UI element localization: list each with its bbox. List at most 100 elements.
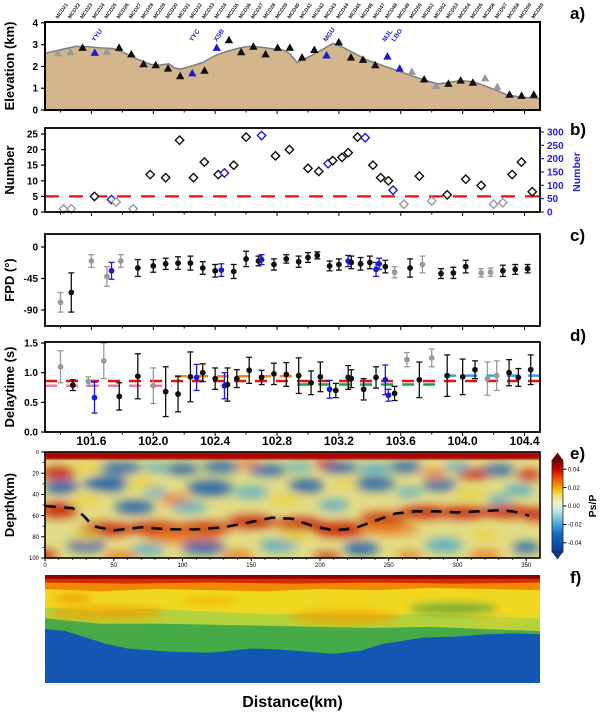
moho-dashed-line <box>45 504 530 532</box>
svg-text:Number: Number <box>2 145 17 194</box>
svg-text:-45: -45 <box>24 274 39 285</box>
x-axis: 0 50 100 150 200 250 300 350 <box>43 558 532 569</box>
svg-text:200: 200 <box>315 563 326 569</box>
y-axis: 0 1 2 3 4 <box>32 18 45 117</box>
svg-text:104.0: 104.0 <box>448 434 478 448</box>
svg-text:100: 100 <box>29 556 40 562</box>
svg-text:XSB: XSB <box>213 28 227 43</box>
panel-f-velocity-section <box>45 575 540 683</box>
svg-text:MCD60: MCD60 <box>531 2 546 20</box>
svg-text:103.2: 103.2 <box>324 434 354 448</box>
svg-text:3: 3 <box>32 40 38 51</box>
errorbar-points <box>57 250 531 313</box>
svg-text:20: 20 <box>32 471 39 477</box>
station-name-labels: MCD21MCD22MCD23MCD24MCD25MCD26MCD27MCD28… <box>55 2 546 20</box>
panel-d-delaytime-errorbars: 0.0 0.5 1.0 1.5 101.6 102.0 102.4 102.8 103.2 103… <box>2 339 541 448</box>
panel-c-label: c) <box>570 226 586 245</box>
ps-p-colorbar: 0.04 0.02 0.00 -0.02 -0.04 Ps/P <box>551 452 599 560</box>
svg-text:102.4: 102.4 <box>200 434 230 448</box>
svg-text:20: 20 <box>27 145 39 156</box>
svg-text:250: 250 <box>384 563 395 569</box>
svg-text:10: 10 <box>27 176 39 187</box>
panel-a-elevation-profile: MCD21MCD22MCD23MCD24MCD25MCD26MCD27MCD28… <box>2 2 546 117</box>
svg-text:104.4: 104.4 <box>510 434 540 448</box>
svg-text:Number: Number <box>571 152 583 192</box>
svg-text:0: 0 <box>32 208 38 219</box>
svg-text:-90: -90 <box>24 306 39 317</box>
svg-text:101.6: 101.6 <box>76 434 106 448</box>
y-axis: 0.0 0.5 1.0 1.5 <box>24 339 45 439</box>
svg-text:250: 250 <box>547 141 564 152</box>
svg-text:80: 80 <box>32 535 39 541</box>
svg-text:0.5: 0.5 <box>24 398 38 409</box>
svg-text:MGU: MGU <box>322 26 337 43</box>
svg-text:100: 100 <box>177 563 188 569</box>
svg-text:-0.04: -0.04 <box>568 541 582 547</box>
right-y-axis-title: Number <box>571 152 583 192</box>
panel-a-label: a) <box>570 4 586 23</box>
svg-text:100: 100 <box>547 181 564 192</box>
svg-text:4: 4 <box>32 18 38 29</box>
svg-text:FPD (°): FPD (°) <box>2 258 17 301</box>
svg-text:YYU: YYU <box>91 28 105 43</box>
svg-text:102.8: 102.8 <box>262 434 292 448</box>
terrain-profile <box>44 42 541 111</box>
svg-text:103.6: 103.6 <box>386 434 416 448</box>
svg-text:300: 300 <box>547 128 564 139</box>
svg-text:50: 50 <box>547 194 559 205</box>
svg-text:150: 150 <box>547 168 564 179</box>
panel-d-label: d) <box>570 326 587 345</box>
panel-b-label: b) <box>570 120 587 139</box>
svg-text:Elevation (km): Elevation (km) <box>2 22 17 111</box>
y-axis-title: FPD (°) <box>2 258 17 301</box>
svg-text:25: 25 <box>27 130 39 141</box>
svg-text:50: 50 <box>110 563 117 569</box>
svg-text:2: 2 <box>32 62 38 73</box>
y-axis: 0 5 10 15 20 25 <box>27 130 45 219</box>
svg-text:Ps/P: Ps/P <box>587 495 599 518</box>
svg-text:LBO: LBO <box>390 28 404 43</box>
y-axis: 0 20 40 60 80 100 <box>29 450 45 562</box>
y-axis-title: Number <box>2 145 17 194</box>
svg-text:150: 150 <box>246 563 257 569</box>
svg-text:15: 15 <box>27 161 39 172</box>
svg-text:350: 350 <box>521 563 532 569</box>
svg-text:1.0: 1.0 <box>24 368 38 379</box>
svg-text:40: 40 <box>32 493 39 499</box>
svg-text:200: 200 <box>547 154 564 165</box>
diamond-points <box>58 130 538 215</box>
svg-text:1.5: 1.5 <box>24 339 38 350</box>
panel-c-fpd-errorbars: 0 -45 -90 FPD (°) <box>2 233 541 330</box>
svg-text:0.0: 0.0 <box>24 428 38 439</box>
svg-text:1: 1 <box>32 84 38 95</box>
svg-text:0: 0 <box>32 243 38 254</box>
vs-image <box>45 575 540 683</box>
svg-text:0: 0 <box>32 106 38 117</box>
svg-text:5: 5 <box>32 192 38 203</box>
svg-text:0: 0 <box>43 563 47 569</box>
right-y-axis: 0 50 100 150 200 250 300 <box>540 128 564 219</box>
distance-axis-label: Distance(km) <box>242 694 343 711</box>
x-axis: 101.6 102.0 102.4 102.8 103.2 103.6 104.0 104.4 <box>59 432 540 448</box>
y-axis-title: Delaytime (s) <box>2 347 17 428</box>
svg-text:0.04: 0.04 <box>568 467 580 473</box>
svg-text:60: 60 <box>32 514 39 520</box>
svg-text:YYC: YYC <box>188 28 202 43</box>
y-axis-title: Depth(km) <box>2 473 17 537</box>
panel-e-label: e) <box>570 444 586 463</box>
svg-text:-0.02: -0.02 <box>568 523 582 529</box>
svg-text:102.0: 102.0 <box>138 434 168 448</box>
errorbar-points <box>57 342 534 418</box>
svg-text:0: 0 <box>36 450 40 456</box>
svg-text:0.00: 0.00 <box>568 504 580 510</box>
svg-text:Depth(km): Depth(km) <box>2 473 17 537</box>
svg-text:300: 300 <box>452 563 463 569</box>
svg-text:0: 0 <box>547 208 553 219</box>
svg-text:Delaytime (s): Delaytime (s) <box>2 347 17 428</box>
svg-text:0.02: 0.02 <box>568 486 580 492</box>
rf-image <box>45 452 540 558</box>
